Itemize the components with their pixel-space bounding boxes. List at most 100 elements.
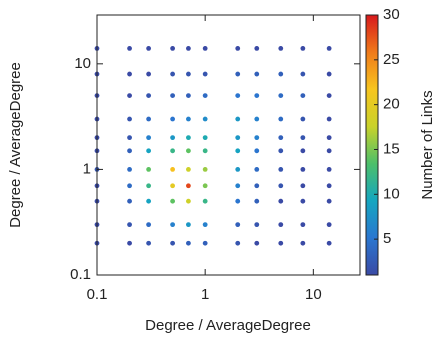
point (326, 93, 332, 99)
point (146, 45, 152, 51)
point (170, 93, 176, 99)
point (300, 93, 306, 99)
point (300, 183, 306, 189)
point (254, 135, 260, 141)
point (235, 198, 241, 204)
point (300, 148, 306, 154)
point (170, 167, 176, 172)
point (300, 71, 306, 77)
colorbar (365, 14, 379, 276)
point (326, 135, 332, 141)
point (300, 167, 306, 172)
point (146, 135, 152, 141)
point (170, 222, 176, 228)
colorbar-label: Number of Links (419, 90, 436, 199)
point (127, 240, 132, 246)
point (278, 198, 284, 204)
point (326, 183, 332, 189)
point (235, 71, 241, 77)
point (235, 183, 241, 189)
point (146, 71, 152, 77)
colorbar-tick-label: 20 (383, 96, 400, 113)
point (146, 222, 152, 228)
point (326, 222, 332, 228)
point (278, 148, 284, 154)
point (254, 183, 260, 189)
point (300, 240, 306, 246)
point (127, 222, 132, 228)
point (278, 116, 284, 122)
point (300, 116, 306, 122)
point (326, 45, 332, 51)
point (278, 240, 284, 246)
point (186, 240, 191, 246)
point (146, 116, 152, 122)
colorbar-tick-label: 15 (383, 140, 400, 157)
point (278, 183, 284, 189)
x-tick-label: 10 (305, 286, 322, 303)
y-tick-label: 1 (83, 160, 91, 177)
point (254, 71, 260, 77)
point (186, 71, 191, 77)
point (254, 116, 260, 122)
point (186, 222, 191, 228)
point (278, 45, 284, 51)
point (202, 93, 208, 99)
point (127, 167, 132, 172)
y-tick-label: 0.1 (70, 266, 91, 283)
point (254, 148, 260, 154)
point (202, 116, 208, 122)
point (235, 222, 241, 228)
point (278, 222, 284, 228)
point (326, 240, 332, 246)
point (127, 71, 132, 77)
y-tick-label: 10 (74, 55, 91, 72)
point (202, 71, 208, 77)
point (202, 167, 208, 172)
point (326, 198, 332, 204)
point (235, 135, 241, 141)
point (186, 93, 191, 99)
point (127, 45, 132, 51)
point (146, 183, 152, 189)
point (170, 148, 176, 154)
point (278, 71, 284, 77)
point (278, 167, 284, 172)
point (300, 198, 306, 204)
y-axis-label: Degree / AverageDegree (7, 62, 24, 228)
point (170, 45, 176, 51)
point (127, 148, 132, 154)
point (254, 93, 260, 99)
point (202, 135, 208, 141)
point (186, 45, 191, 51)
point (202, 45, 208, 51)
point (254, 222, 260, 228)
point (326, 116, 332, 122)
point (300, 45, 306, 51)
point (127, 93, 132, 99)
point (326, 148, 332, 154)
point (254, 240, 260, 246)
x-tick-label: 1 (201, 286, 209, 303)
point (235, 45, 241, 51)
point (300, 135, 306, 141)
point (146, 240, 152, 246)
point (202, 183, 208, 189)
point (146, 93, 152, 99)
point (170, 135, 176, 141)
colorbar-tick-label: 5 (383, 230, 391, 247)
point (186, 183, 191, 189)
point (202, 148, 208, 154)
point (326, 167, 332, 172)
point (235, 93, 241, 99)
point (235, 148, 241, 154)
x-tick-label: 0.1 (87, 286, 108, 303)
point (170, 71, 176, 77)
point (127, 116, 132, 122)
point (186, 116, 191, 122)
point (186, 198, 191, 204)
colorbar-tick-label: 25 (383, 51, 400, 68)
point (235, 167, 241, 172)
point (170, 240, 176, 246)
point (254, 198, 260, 204)
